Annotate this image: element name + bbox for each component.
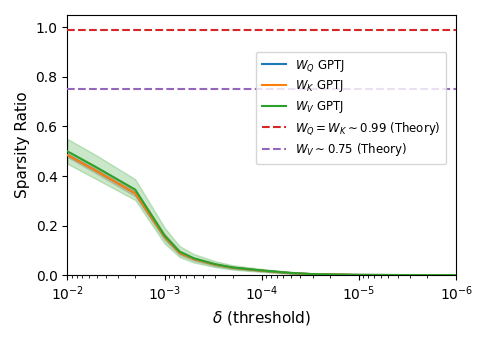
$W_K$ GPTJ — [310, 272, 316, 276]
$W_V$ GPTJ — [132, 188, 138, 192]
$W_V$ GPTJ — [94, 165, 100, 169]
$W_Q$ GPTJ — [94, 169, 100, 173]
$W_K$ GPTJ — [191, 257, 197, 261]
$W_V$ GPTJ — [212, 262, 218, 266]
$W_V$ GPTJ — [177, 250, 183, 254]
$W_V$ GPTJ — [288, 271, 294, 275]
$W_K$ GPTJ — [229, 266, 235, 270]
$W_K$ GPTJ — [132, 191, 138, 195]
$W_Q$ GPTJ — [259, 268, 264, 273]
$W_V$ GPTJ — [356, 273, 362, 277]
Line: $W_V$ GPTJ: $W_V$ GPTJ — [67, 151, 456, 275]
$W_V$ GPTJ — [310, 272, 316, 276]
$W_K$ GPTJ — [212, 263, 218, 267]
$W_V$ GPTJ — [64, 149, 70, 153]
$W_Q$ GPTJ — [229, 266, 235, 270]
$W_K$ GPTJ — [162, 235, 167, 239]
$W_Q$ GPTJ — [288, 271, 294, 275]
$W_K$ GPTJ — [386, 273, 391, 277]
$W_V$ GPTJ — [259, 268, 264, 273]
$W_K$ GPTJ — [177, 251, 183, 255]
$W_Q$ GPTJ — [310, 272, 316, 276]
$W_K$ GPTJ — [94, 169, 100, 173]
Y-axis label: Sparsity Ratio: Sparsity Ratio — [15, 92, 30, 198]
$W_K$ GPTJ — [288, 271, 294, 275]
$W_K$ GPTJ — [64, 153, 70, 157]
$W_V$ GPTJ — [386, 273, 391, 277]
$W_Q$ GPTJ — [407, 273, 413, 277]
$W_Q$ GPTJ — [356, 273, 362, 277]
Line: $W_Q$ GPTJ: $W_Q$ GPTJ — [67, 155, 456, 275]
$W_V$ GPTJ — [407, 273, 413, 277]
$W_Q$ GPTJ — [386, 273, 391, 277]
$W_K$ GPTJ — [259, 268, 264, 273]
$W_Q$ GPTJ — [64, 153, 70, 157]
$W_Q$ GPTJ — [162, 235, 167, 239]
X-axis label: $\delta$ (threshold): $\delta$ (threshold) — [212, 309, 311, 327]
$W_K$ GPTJ — [407, 273, 413, 277]
$W_Q$ GPTJ — [191, 257, 197, 261]
$W_K$ GPTJ — [453, 273, 459, 277]
Line: $W_K$ GPTJ: $W_K$ GPTJ — [67, 155, 456, 275]
$W_Q$ GPTJ — [177, 251, 183, 255]
$W_V$ GPTJ — [191, 256, 197, 260]
Legend: $W_Q$ GPTJ, $W_K$ GPTJ, $W_V$ GPTJ, $W_Q = W_K \sim 0.99$ (Theory), $W_V \sim 0.: $W_Q$ GPTJ, $W_K$ GPTJ, $W_V$ GPTJ, $W_Q… — [256, 52, 447, 164]
$W_Q$ GPTJ — [132, 191, 138, 195]
$W_K$ GPTJ — [356, 273, 362, 277]
$W_V$ GPTJ — [162, 234, 167, 238]
$W_Q$ GPTJ — [453, 273, 459, 277]
$W_V$ GPTJ — [453, 273, 459, 277]
$W_V$ GPTJ — [229, 265, 235, 269]
$W_Q$ GPTJ — [212, 263, 218, 267]
